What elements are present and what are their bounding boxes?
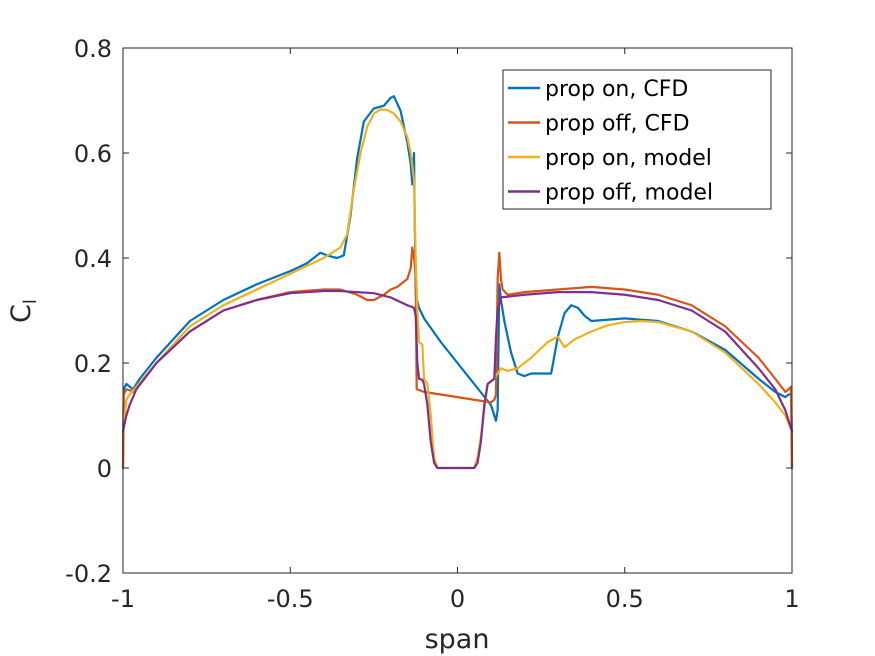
y-tick-label: -0.2 [65,560,112,588]
x-tick-label: -1 [111,585,135,613]
x-tick-labels: -1 -0.5 0 0.5 1 [111,585,800,613]
y-tick-label: 0 [97,455,112,483]
legend-label: prop on, model [545,146,712,171]
x-tick-label: 0.5 [606,585,644,613]
y-axis-title-subscript: l [20,299,41,304]
legend-label: prop on, CFD [545,77,688,102]
x-axis-title: span [425,624,490,655]
tick-layer [122,47,793,574]
series-line-3 [121,108,794,470]
y-tick-label: 0.2 [74,350,112,378]
x-tick-label: -0.5 [267,585,314,613]
series-layer [121,95,794,470]
y-axis-title-group: Cl [6,299,41,323]
legend-label: prop off, CFD [545,112,690,137]
y-tick-label: 0.4 [74,245,112,273]
y-tick-labels: -0.2 0 0.2 0.4 0.6 0.8 [65,35,112,588]
y-axis-title-main: C [6,304,37,323]
x-tick-label: 0 [450,585,465,613]
y-tick-label: 0.6 [74,140,112,168]
series-line-4 [121,289,794,470]
legend: prop on, CFD prop off, CFD prop on, model p… [502,69,772,210]
legend-items: prop on, CFD prop off, CFD prop on, model p… [508,77,713,206]
y-axis-title: Cl [6,299,41,323]
legend-box [502,69,772,210]
x-tick-label: 1 [784,585,799,613]
y-tick-label: 0.8 [74,35,112,63]
series-line-1 [121,95,794,470]
legend-label: prop off, model [545,181,713,206]
